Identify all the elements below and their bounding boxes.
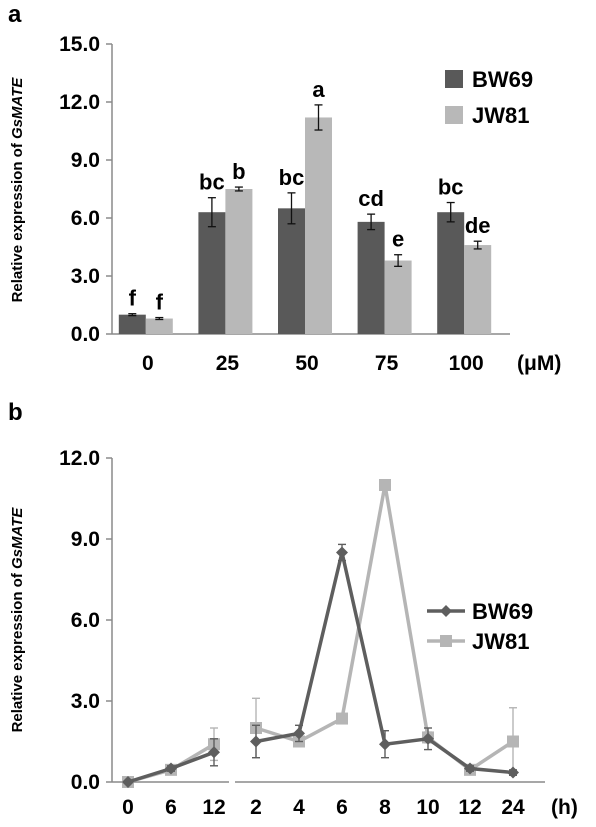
legend-swatch-bw69 bbox=[445, 70, 463, 88]
point-bw69 bbox=[464, 762, 476, 775]
point-jw81 bbox=[379, 479, 391, 491]
significance-label: a bbox=[312, 77, 325, 102]
significance-label: cd bbox=[358, 186, 384, 211]
y-tick-label-b: 3.0 bbox=[71, 690, 100, 713]
panel-letter-b: b bbox=[8, 399, 23, 426]
bar-jw81 bbox=[225, 189, 253, 334]
bar-jw81 bbox=[384, 260, 412, 334]
x-tick-label-a: 100 bbox=[449, 352, 484, 375]
y-tick-label-a: 15.0 bbox=[59, 33, 100, 56]
series-line-jw81 bbox=[255, 484, 514, 772]
x-tick-label-b: 6 bbox=[165, 796, 177, 819]
bar-jw81 bbox=[305, 117, 332, 334]
point-jw81 bbox=[336, 712, 348, 725]
x-tick-label-a: 25 bbox=[216, 352, 240, 375]
point-bw69 bbox=[165, 762, 177, 775]
x-tick-label-b: 12 bbox=[458, 796, 481, 819]
point-bw69 bbox=[250, 735, 262, 748]
y-axis-label-b: Relative expression of GsMATE bbox=[9, 507, 26, 733]
y-tick-label-b: 0.0 bbox=[71, 771, 100, 794]
y-tick-label-a: 12.0 bbox=[59, 91, 100, 114]
y-tick-label-b: 6.0 bbox=[71, 609, 100, 632]
legend-label-bw69: BW69 bbox=[472, 67, 533, 92]
bar-bw69 bbox=[357, 221, 385, 334]
bar-jw81 bbox=[464, 245, 492, 334]
significance-label: de bbox=[465, 213, 491, 238]
y-tick-label-a: 6.0 bbox=[71, 207, 100, 230]
point-bw69 bbox=[208, 746, 220, 759]
bar-bw69 bbox=[198, 212, 226, 334]
point-bw69 bbox=[122, 776, 134, 788]
x-axis-break bbox=[229, 780, 235, 784]
y-tick-label-a: 3.0 bbox=[71, 265, 100, 288]
x-tick-label-a: 75 bbox=[375, 352, 399, 375]
x-tick-label-b: 4 bbox=[293, 796, 305, 819]
significance-label: f bbox=[129, 286, 137, 311]
point-bw69 bbox=[507, 766, 519, 779]
x-unit-label-b: (h) bbox=[551, 796, 578, 819]
x-tick-label-a: 50 bbox=[295, 352, 318, 375]
x-tick-label-b: 24 bbox=[501, 796, 525, 819]
point-jw81 bbox=[507, 735, 519, 748]
x-tick-label-b: 8 bbox=[379, 796, 391, 819]
x-tick-label-a: 0 bbox=[142, 352, 154, 375]
legend-label-jw81: JW81 bbox=[472, 103, 529, 128]
bar-bw69 bbox=[437, 212, 465, 334]
significance-label: bc bbox=[199, 170, 225, 195]
x-tick-label-b: 10 bbox=[416, 796, 439, 819]
legend-label-bw69: BW69 bbox=[472, 599, 533, 624]
point-bw69 bbox=[293, 727, 305, 740]
significance-label: b bbox=[232, 159, 245, 184]
x-unit-label-a: (μM) bbox=[517, 352, 561, 375]
x-tick-label-b: 12 bbox=[202, 796, 225, 819]
y-axis-label-a: Relative expression of GsMATE bbox=[9, 77, 26, 303]
x-tick-label-b: 0 bbox=[122, 796, 134, 819]
bar-bw69 bbox=[278, 208, 305, 334]
significance-label: bc bbox=[438, 175, 464, 200]
y-tick-label-a: 0.0 bbox=[71, 323, 100, 346]
legend-swatch-jw81 bbox=[445, 106, 463, 124]
point-bw69 bbox=[336, 546, 348, 559]
bar-bw69 bbox=[118, 314, 146, 334]
point-bw69 bbox=[379, 738, 391, 751]
x-tick-label-b: 2 bbox=[250, 796, 262, 819]
bar-jw81 bbox=[145, 318, 173, 334]
x-tick-label-b: 6 bbox=[336, 796, 348, 819]
point-bw69 bbox=[422, 732, 434, 745]
legend-label-jw81: JW81 bbox=[472, 629, 529, 654]
significance-label: e bbox=[392, 227, 404, 252]
legend-marker-bw69 bbox=[440, 605, 452, 617]
y-tick-label-a: 9.0 bbox=[71, 149, 100, 172]
significance-label: f bbox=[156, 290, 164, 315]
y-tick-label-b: 12.0 bbox=[59, 447, 100, 470]
panel-letter-a: a bbox=[8, 1, 22, 28]
significance-label: bc bbox=[279, 165, 305, 190]
y-tick-label-b: 9.0 bbox=[71, 528, 100, 551]
legend-marker-jw81 bbox=[440, 635, 452, 647]
